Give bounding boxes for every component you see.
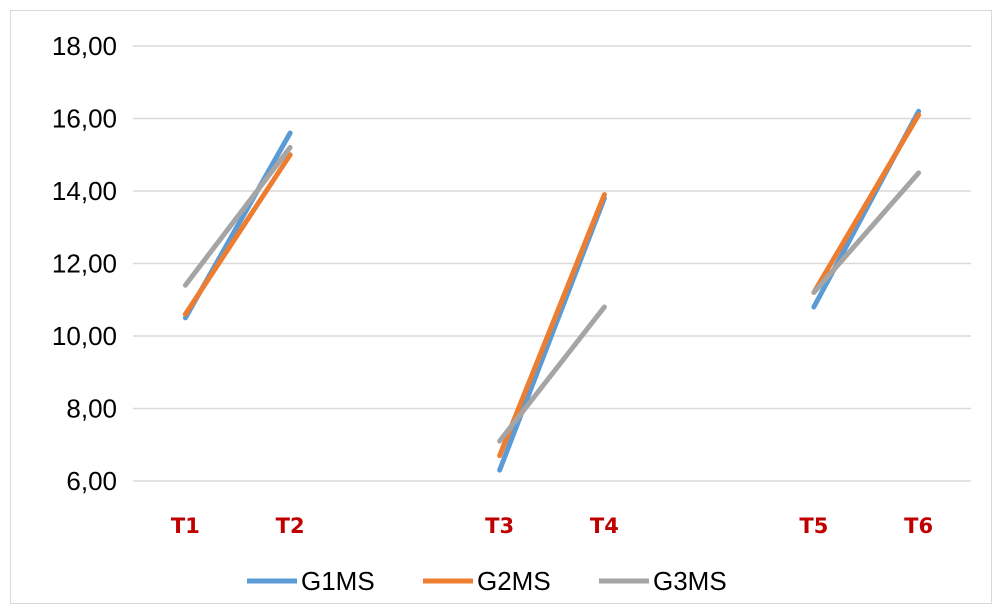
legend-label: G1MS — [301, 566, 375, 596]
series-line-g2ms — [811, 112, 922, 295]
y-tick-label: 8,00 — [66, 394, 117, 424]
legend: G1MS G2MS G3MS — [247, 566, 727, 596]
y-axis-tick-labels: 6,00 8,00 10,00 12,00 14,00 16,00 18,00 — [52, 31, 117, 496]
y-tick-label: 14,00 — [52, 176, 117, 206]
y-tick-label: 6,00 — [66, 466, 117, 496]
legend-label: G3MS — [653, 566, 727, 596]
y-tick-label: 12,00 — [52, 249, 117, 279]
series-line-g3ms — [497, 304, 607, 444]
x-category-label: T6 — [904, 514, 933, 538]
y-tick-label: 18,00 — [52, 31, 117, 61]
x-category-label: T5 — [799, 514, 828, 538]
gridlines — [133, 45, 971, 482]
y-tick-label: 16,00 — [52, 104, 117, 134]
series-line-g2ms — [497, 192, 607, 459]
x-axis-category-labels: T1 T2 T3 T4 T5 T6 — [171, 514, 933, 538]
series-line-g2ms — [182, 152, 293, 317]
x-category-label: T3 — [485, 514, 514, 538]
chart-frame: 6,00 8,00 10,00 12,00 14,00 16,00 18,00 T1 T2 T3… — [10, 10, 992, 604]
legend-label: G2MS — [477, 566, 551, 596]
y-tick-label: 10,00 — [52, 321, 117, 351]
series-lines — [182, 108, 922, 473]
x-category-label: T4 — [590, 514, 619, 538]
x-category-label: T1 — [171, 514, 200, 538]
line-chart: 6,00 8,00 10,00 12,00 14,00 16,00 18,00 T1 T2 T3… — [52, 31, 971, 596]
x-category-label: T2 — [276, 514, 305, 538]
series-line-g3ms — [182, 145, 293, 288]
series-line-g3ms — [811, 170, 922, 295]
